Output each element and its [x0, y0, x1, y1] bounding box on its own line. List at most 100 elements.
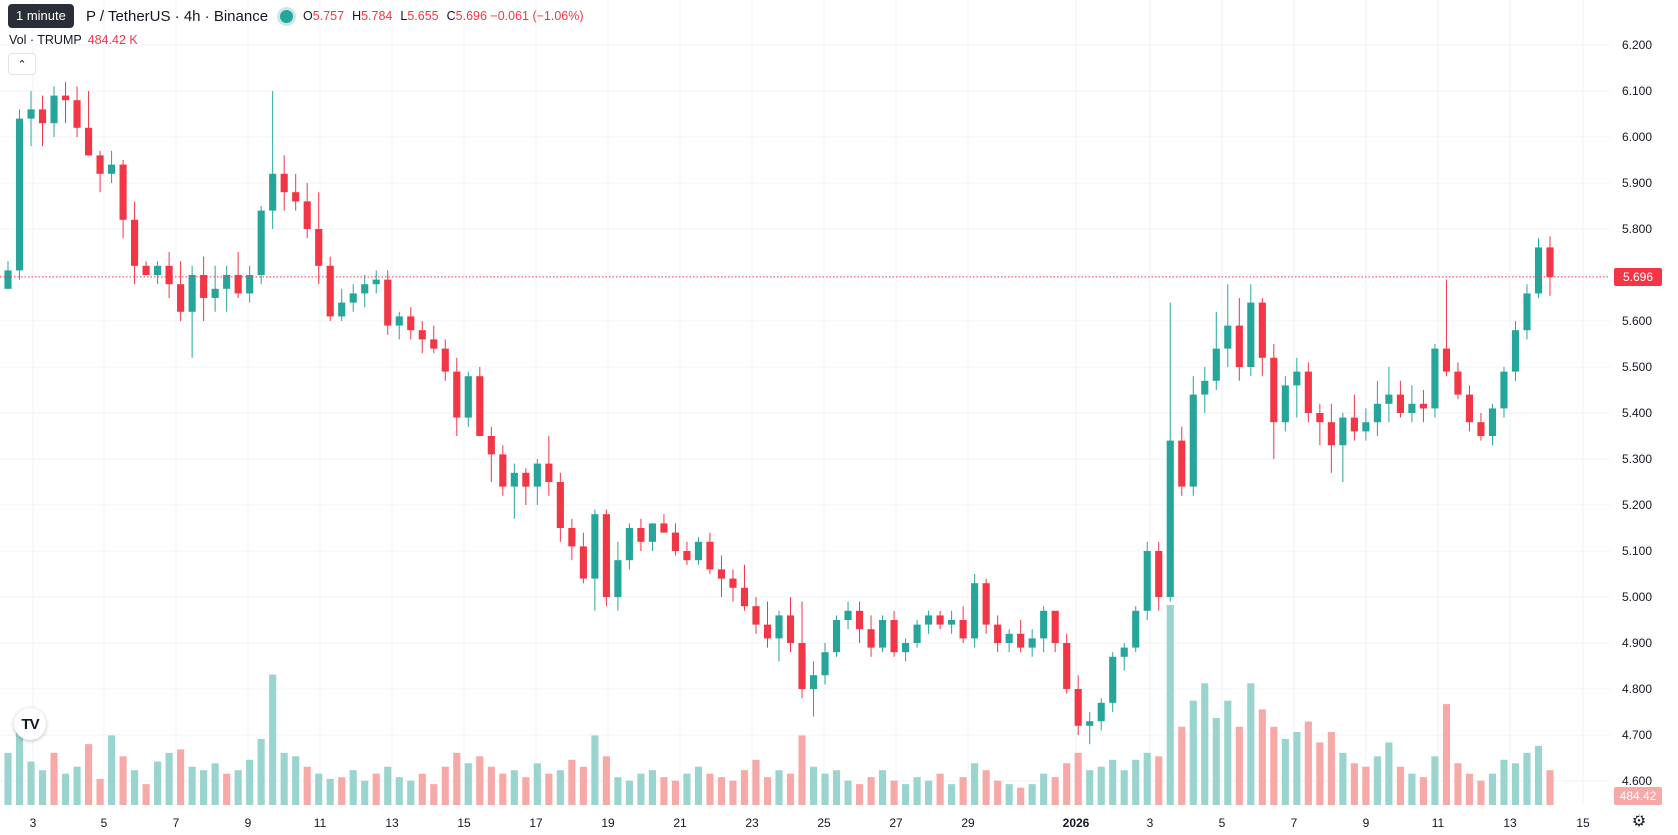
volume-bar — [1155, 756, 1163, 805]
candle-body — [84, 127, 93, 156]
candle — [625, 523, 633, 570]
candle — [1189, 376, 1197, 496]
volume-bar — [844, 780, 852, 805]
candle — [1408, 385, 1416, 423]
volume-bar — [1028, 784, 1036, 805]
candle-body — [1086, 721, 1094, 726]
price-tick-label: 5.800 — [1622, 222, 1652, 236]
candle-body — [131, 219, 139, 266]
volume-bar — [867, 777, 875, 805]
volume-bar — [752, 759, 760, 805]
gear-icon[interactable]: ⚙ — [1630, 812, 1648, 830]
candle — [1362, 408, 1370, 441]
candle — [982, 578, 990, 634]
candle — [729, 569, 737, 602]
candle — [1132, 606, 1140, 653]
candle — [407, 307, 415, 340]
candle — [936, 610, 944, 630]
volume-bar — [96, 778, 104, 805]
candle — [395, 311, 403, 340]
candle — [683, 541, 691, 565]
candle-body — [809, 675, 818, 689]
candle-body — [855, 610, 864, 630]
volume-bar — [545, 773, 553, 805]
candle — [15, 109, 24, 280]
volume-bar — [292, 756, 300, 805]
volume-bar — [994, 780, 1002, 805]
price-axis[interactable]: 6.2006.1006.0005.9005.8005.7005.6005.500… — [1622, 38, 1652, 788]
candle-body — [50, 95, 58, 124]
volume-bar — [809, 766, 818, 805]
candle — [798, 601, 806, 699]
volume-bar — [246, 759, 254, 805]
volume-bar — [154, 761, 162, 805]
price-tick-label: 5.300 — [1622, 452, 1652, 466]
candle — [971, 574, 979, 648]
candle-layer — [4, 81, 1554, 745]
candle — [1040, 606, 1048, 653]
tradingview-logo-icon[interactable]: TV — [14, 708, 46, 740]
candle-body — [430, 339, 438, 349]
candle-body — [1385, 394, 1393, 404]
volume-bar — [1189, 700, 1197, 805]
candle — [614, 541, 622, 611]
candle — [1028, 629, 1036, 657]
volume-bar — [142, 784, 150, 805]
time-axis[interactable]: 3 5 7 9 11 13 15 17 19 21 23 25 27 29 2026 3 5 7 9 11 13 15 — [30, 816, 1590, 830]
candle-body — [1051, 610, 1059, 643]
time-tick-label: 19 — [601, 816, 615, 830]
volume-bar — [948, 784, 956, 805]
candle-body — [798, 643, 806, 689]
candle — [50, 86, 58, 137]
candle-body — [717, 569, 726, 579]
price-tick-label: 4.600 — [1622, 774, 1652, 788]
ohlc-change: −0.061 (−1.06%) — [490, 9, 584, 23]
candle-body — [61, 95, 70, 101]
candle-body — [1189, 394, 1197, 487]
candle — [671, 523, 680, 556]
time-tick-label: 7 — [173, 816, 180, 830]
volume-bar — [821, 773, 829, 805]
volume-bar — [1465, 773, 1474, 805]
candle-body — [1431, 348, 1439, 409]
candle-body — [1465, 394, 1474, 423]
candle-body — [107, 164, 116, 174]
candle-body — [821, 652, 829, 676]
candle — [752, 597, 760, 634]
volume-bar — [556, 770, 564, 805]
volume-bar — [326, 778, 334, 805]
candle-body — [902, 643, 910, 653]
volume-bar — [1258, 709, 1266, 805]
volume-bar — [84, 744, 93, 805]
candle — [27, 91, 35, 147]
candle — [1155, 541, 1163, 611]
time-tick-label: 5 — [1219, 816, 1226, 830]
candle — [1465, 385, 1474, 432]
candle — [4, 261, 12, 289]
candle-body — [1063, 643, 1071, 689]
candle-body — [832, 620, 841, 653]
collapse-legend-button[interactable]: ⌃ — [8, 53, 36, 75]
volume-bar — [694, 766, 703, 805]
candle — [1212, 311, 1220, 390]
symbol-title[interactable]: P / TetherUS · 4h · Binance — [86, 7, 269, 25]
candle-body — [96, 155, 104, 174]
candle — [694, 537, 703, 565]
candle — [913, 620, 921, 648]
candle — [326, 256, 334, 321]
candle-body — [487, 436, 495, 455]
candle-body — [1396, 394, 1404, 413]
candle — [1511, 321, 1520, 381]
series-legend: P / TetherUS · 4h · Binance O5.757 H5.78… — [8, 6, 592, 26]
candle-body — [142, 265, 150, 275]
volume-bar — [1086, 770, 1094, 805]
volume-bar — [15, 726, 24, 805]
volume-bar — [119, 756, 127, 805]
candle — [1005, 629, 1013, 653]
time-tick-label: 17 — [529, 816, 543, 830]
candle-body — [257, 210, 265, 275]
candle — [821, 643, 829, 685]
volume-bar — [1431, 756, 1439, 805]
volume-bar — [579, 766, 587, 805]
